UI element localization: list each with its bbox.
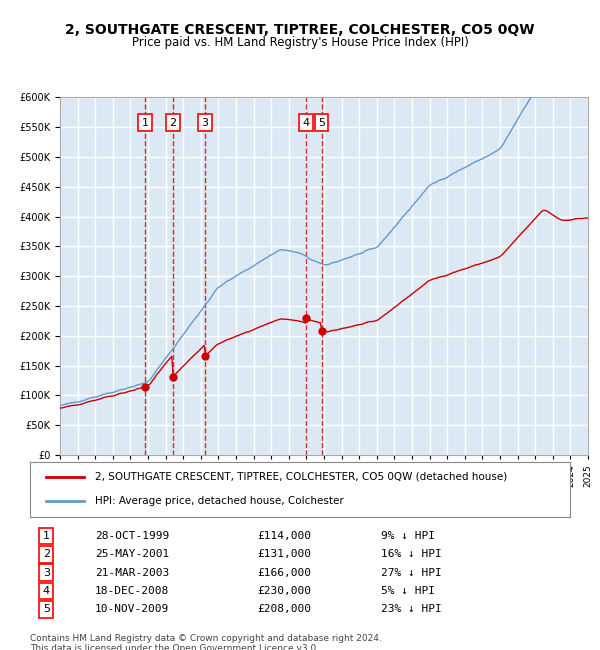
Text: 21-MAR-2003: 21-MAR-2003 [95,567,169,578]
Text: £208,000: £208,000 [257,604,311,614]
Text: £230,000: £230,000 [257,586,311,596]
Text: £166,000: £166,000 [257,567,311,578]
Text: 2, SOUTHGATE CRESCENT, TIPTREE, COLCHESTER, CO5 0QW (detached house): 2, SOUTHGATE CRESCENT, TIPTREE, COLCHEST… [95,472,507,482]
Text: 4: 4 [302,118,309,127]
Text: £131,000: £131,000 [257,549,311,560]
Text: 27% ↓ HPI: 27% ↓ HPI [381,567,442,578]
Text: HPI: Average price, detached house, Colchester: HPI: Average price, detached house, Colc… [95,497,344,506]
Text: Contains HM Land Registry data © Crown copyright and database right 2024.
This d: Contains HM Land Registry data © Crown c… [30,634,382,650]
Text: Price paid vs. HM Land Registry's House Price Index (HPI): Price paid vs. HM Land Registry's House … [131,36,469,49]
Text: 5: 5 [43,604,50,614]
Text: 28-OCT-1999: 28-OCT-1999 [95,531,169,541]
Text: 9% ↓ HPI: 9% ↓ HPI [381,531,435,541]
Text: 1: 1 [43,531,50,541]
Text: 2: 2 [169,118,176,127]
Text: 3: 3 [201,118,208,127]
Text: 16% ↓ HPI: 16% ↓ HPI [381,549,442,560]
Text: 2: 2 [43,549,50,560]
Text: 5: 5 [318,118,325,127]
Text: 5% ↓ HPI: 5% ↓ HPI [381,586,435,596]
Text: 1: 1 [142,118,149,127]
Text: 4: 4 [43,586,50,596]
Text: 3: 3 [43,567,50,578]
Text: 25-MAY-2001: 25-MAY-2001 [95,549,169,560]
Text: £114,000: £114,000 [257,531,311,541]
Text: 18-DEC-2008: 18-DEC-2008 [95,586,169,596]
Text: 10-NOV-2009: 10-NOV-2009 [95,604,169,614]
Text: 23% ↓ HPI: 23% ↓ HPI [381,604,442,614]
Text: 2, SOUTHGATE CRESCENT, TIPTREE, COLCHESTER, CO5 0QW: 2, SOUTHGATE CRESCENT, TIPTREE, COLCHEST… [65,23,535,37]
